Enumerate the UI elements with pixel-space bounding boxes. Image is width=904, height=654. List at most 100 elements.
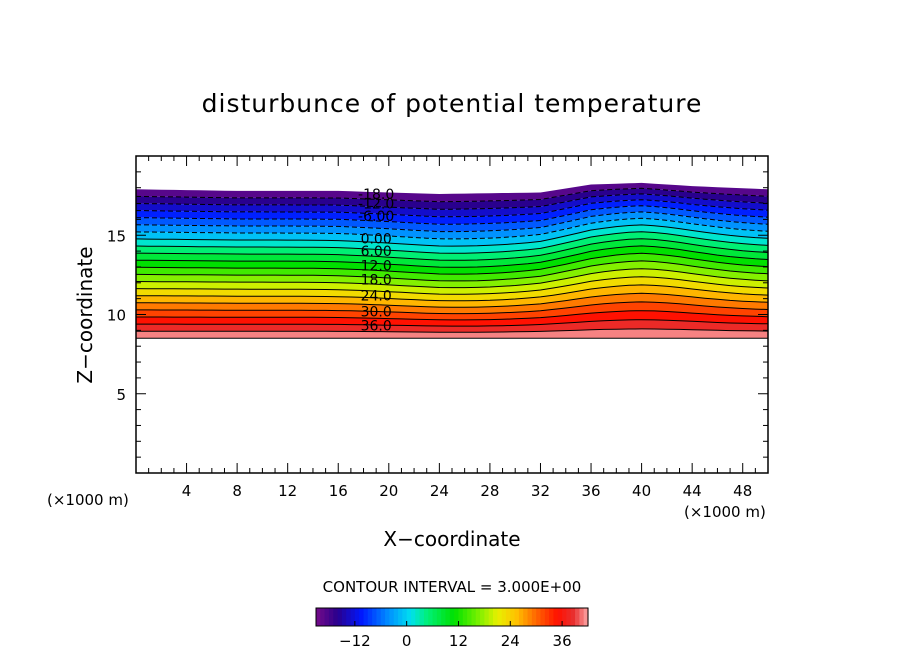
contour-line — [136, 292, 768, 308]
contour-label: 30.0 — [361, 304, 392, 320]
contour-line — [136, 260, 768, 282]
colorbar-cell — [346, 608, 352, 626]
contour-line — [136, 245, 768, 268]
colorbar-cell — [363, 608, 369, 626]
x-tick-label: 28 — [480, 482, 499, 500]
colorbar-cell — [475, 608, 481, 626]
contour-band — [136, 224, 768, 254]
colorbar-cell — [410, 608, 416, 626]
x-unit-left: (×1000 m) — [47, 491, 129, 509]
colorbar-cell — [562, 608, 568, 626]
contour-interval-note: CONTOUR INTERVAL = 3.000E+00 — [323, 578, 582, 596]
colorbar-cell — [333, 608, 339, 626]
colorbar-cell — [316, 608, 321, 626]
colorbar-cell — [359, 608, 365, 626]
y-axis-label: Z−coordinate — [73, 246, 97, 383]
colorbar-cell — [557, 608, 563, 626]
colorbar-cell — [467, 608, 473, 626]
colorbar-cell — [337, 608, 343, 626]
colorbar-cell — [458, 608, 464, 626]
x-tick-label: 12 — [278, 482, 297, 500]
y-tick-label: 10 — [107, 307, 126, 325]
contour-band — [136, 310, 768, 327]
contour-band — [136, 188, 768, 210]
contour-band — [136, 276, 768, 301]
y-tick-label: 15 — [107, 227, 126, 245]
contour-label: -18.0 — [358, 187, 394, 203]
colorbar-cell — [385, 608, 390, 626]
colorbar-cell — [419, 608, 425, 626]
contour-line — [136, 310, 768, 321]
colorbar-frame — [315, 607, 589, 627]
contour-label: 12.0 — [361, 258, 392, 274]
contour-band — [136, 301, 768, 320]
colorbar-cell — [544, 608, 550, 626]
colorbar-cell — [462, 608, 468, 626]
colorbar-cell — [583, 608, 589, 626]
x-tick-label: 40 — [632, 482, 651, 500]
contour-line — [136, 193, 768, 210]
contour-line — [136, 187, 768, 203]
x-tick-label: 48 — [733, 482, 752, 500]
contour-band — [136, 205, 768, 232]
contour-line — [136, 231, 768, 254]
colorbar-cell — [471, 608, 477, 626]
contour-band — [136, 193, 768, 217]
contour-line — [136, 205, 768, 225]
contour-band — [136, 253, 768, 281]
contour-band — [136, 328, 768, 339]
colorbar-cell — [488, 608, 494, 626]
colorbar-cell — [518, 608, 524, 626]
colorbar-cell — [445, 608, 451, 626]
contour-labels: -18.0-12.0-6.00 0.006.0012.018.024.030.03… — [358, 187, 394, 335]
colorbar-cell — [505, 608, 511, 626]
colorbar-cell — [540, 608, 546, 626]
x-tick-label: 44 — [683, 482, 702, 500]
contour-band — [136, 284, 768, 308]
colorbar-cell — [493, 608, 498, 626]
contour-line — [136, 301, 768, 315]
colorbar-cell — [389, 608, 395, 626]
colorbar-cell — [350, 608, 356, 626]
colorbar-ticks: −12 0 12 24 36 — [339, 621, 572, 650]
colorbar-cell — [393, 608, 399, 626]
contour-line — [136, 217, 768, 240]
colorbar-cell — [553, 608, 559, 626]
colorbar-cell — [579, 608, 585, 626]
contour-lines — [136, 187, 768, 339]
colorbar-tick-label: 0 — [402, 632, 412, 650]
contour-band — [136, 211, 768, 239]
contour-label: 6.00 — [361, 244, 392, 260]
y-axis-ticks: 5 10 15 — [107, 171, 768, 458]
contour-band — [136, 199, 768, 225]
colorbar — [316, 608, 589, 626]
colorbar-cell — [501, 608, 507, 626]
contour-line — [136, 268, 768, 289]
colorbar-cell — [402, 608, 408, 626]
colorbar-cell — [354, 608, 360, 626]
x-axis-ticks: 4 8 12 16 20 24 28 32 36 40 44 48 — [148, 156, 756, 500]
colorbar-cell — [570, 608, 576, 626]
x-axis-label: X−coordinate — [383, 527, 520, 551]
colorbar-cell — [449, 608, 455, 626]
colorbar-cell — [428, 608, 434, 626]
x-unit-right: (×1000 m) — [684, 503, 766, 521]
contour-band — [136, 268, 768, 295]
colorbar-cell — [367, 608, 373, 626]
contour-label: 0.00 — [361, 231, 392, 247]
contour-line — [136, 211, 768, 233]
contour-band — [136, 260, 768, 288]
contour-label: -6.00 — [358, 209, 394, 225]
colorbar-cell — [432, 608, 438, 626]
colorbar-cell — [575, 608, 580, 626]
colorbar-cell — [497, 608, 503, 626]
colorbar-cell — [523, 608, 529, 626]
colorbar-cell — [415, 608, 421, 626]
colorbar-cell — [436, 608, 442, 626]
x-tick-label: 16 — [329, 482, 348, 500]
colorbar-cell — [549, 608, 555, 626]
x-tick-label: 8 — [232, 482, 242, 500]
colorbar-cell — [372, 608, 378, 626]
colorbar-cell — [423, 608, 429, 626]
